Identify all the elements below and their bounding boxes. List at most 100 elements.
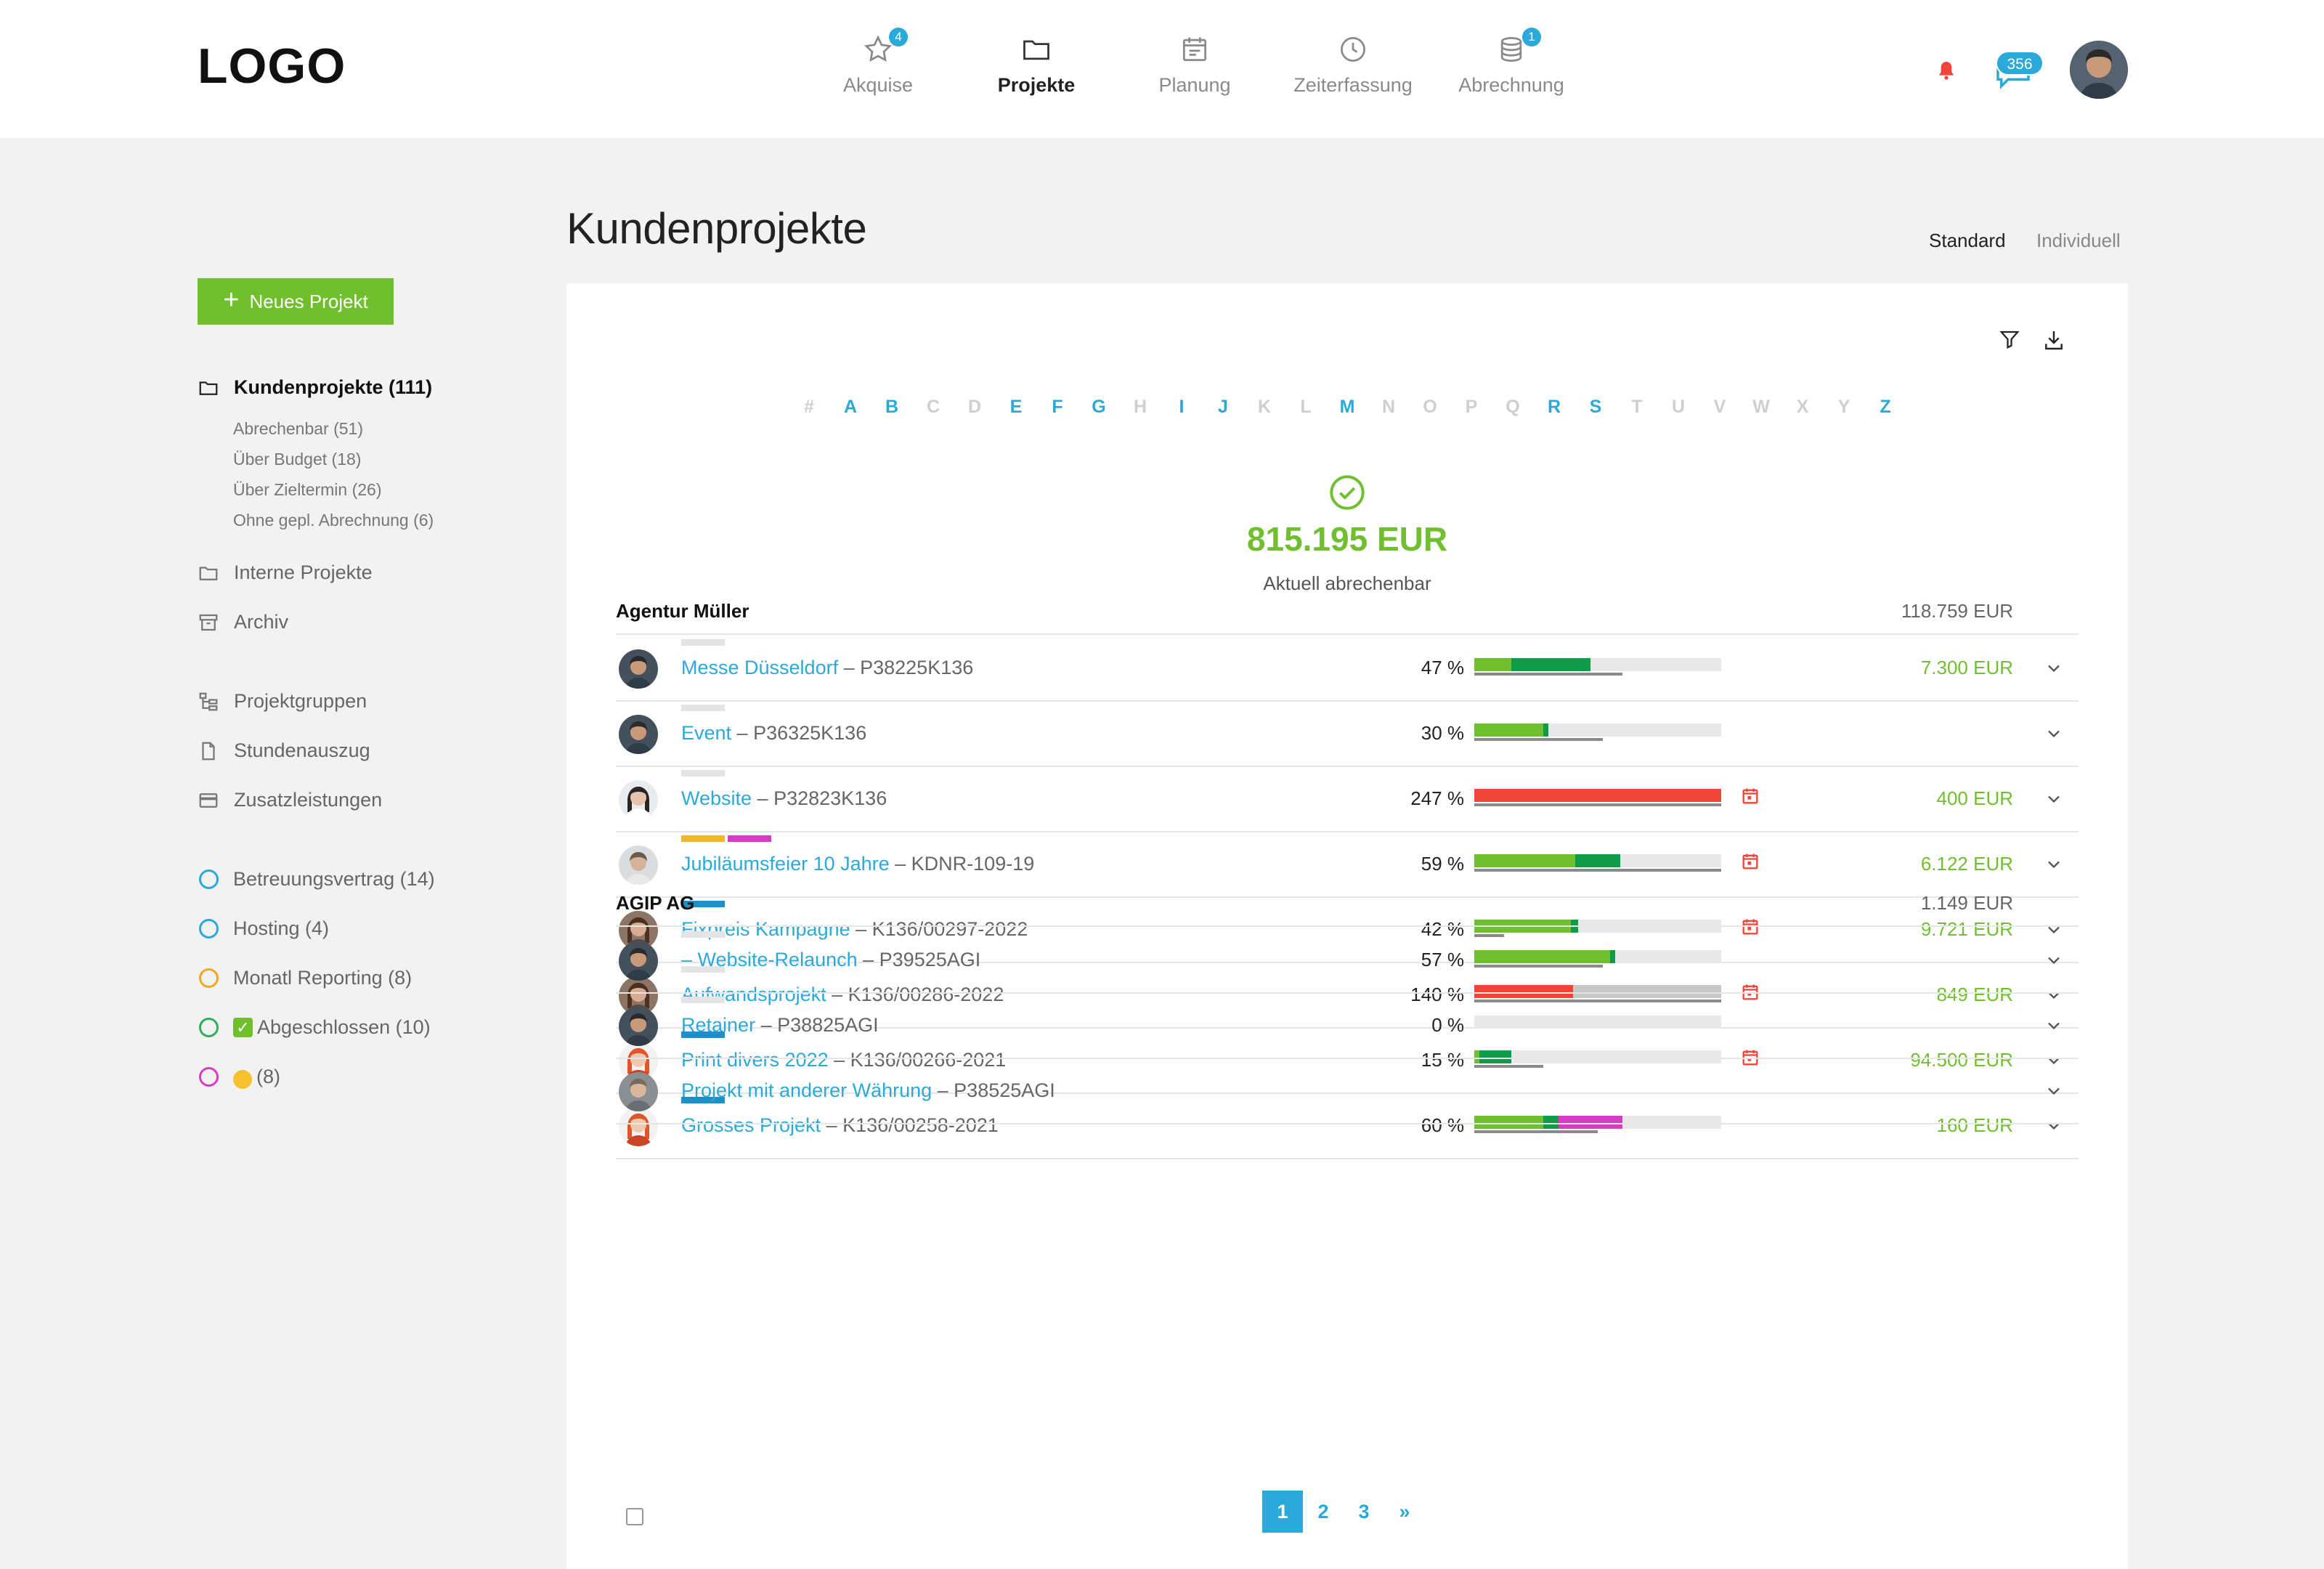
project-row[interactable]: Aufwandsprojekt – K136/00286-2022 140 % … (616, 963, 2079, 1029)
alphabet-letter[interactable]: B (885, 397, 899, 417)
download-icon[interactable] (2042, 328, 2065, 352)
alphabet-letter[interactable]: S (1589, 397, 1602, 417)
alphabet-letter[interactable]: E (1009, 397, 1023, 417)
new-project-button[interactable]: + Neues Projekt (198, 278, 394, 325)
project-label-tag (728, 835, 771, 842)
project-row[interactable]: Event – P36325K136 30 % (616, 702, 2079, 767)
bell-icon[interactable] (1935, 58, 1958, 83)
sidebar-sub-abrechenbar[interactable]: Abrechenbar (51) (233, 419, 363, 438)
project-link[interactable]: – Website-Relaunch (681, 949, 858, 970)
project-link[interactable]: Grosses Projekt (681, 1114, 821, 1136)
sidebar-sub-ohne-abrechnung[interactable]: Ohne gepl. Abrechnung (6) (233, 511, 434, 530)
folder-icon (1023, 40, 1049, 60)
page-button[interactable]: 3 (1358, 1501, 1370, 1523)
project-link[interactable]: Print divers 2022 (681, 1049, 829, 1071)
chevron-down-icon[interactable] (2044, 950, 2064, 970)
project-code: – P36325K136 (731, 722, 867, 744)
alphabet-letter[interactable]: J (1218, 397, 1228, 417)
project-row[interactable]: Website – P32823K136 247 % 400 EUR (616, 767, 2079, 832)
sidebar-label-monatl-reporting[interactable]: Monatl Reporting (8) (198, 967, 412, 989)
view-individuell-tab[interactable]: Individuell (2036, 230, 2121, 251)
project-label-tag (681, 770, 725, 777)
nav-item-zeiterfassung[interactable]: Zeiterfassung (1274, 28, 1432, 108)
project-link[interactable]: Event (681, 722, 732, 744)
user-avatar[interactable] (2070, 41, 2128, 99)
project-link[interactable]: Website (681, 787, 752, 809)
project-label-tag (681, 705, 725, 711)
page-button[interactable]: 2 (1317, 1501, 1329, 1523)
alphabet-letter: O (1423, 397, 1437, 417)
project-row[interactable]: Retainer – P38825AGI 0 % (616, 994, 2079, 1059)
alphabet-letter[interactable]: I (1179, 397, 1185, 417)
chevron-down-icon[interactable] (2044, 1081, 2064, 1101)
owner-avatar (619, 1007, 658, 1046)
chevron-down-icon[interactable] (2044, 789, 2064, 809)
chevron-down-icon[interactable] (2044, 920, 2064, 940)
view-standard-tab[interactable]: Standard (1929, 230, 2006, 251)
sidebar-label-hosting[interactable]: Hosting (4) (198, 917, 329, 940)
chevron-down-icon[interactable] (2044, 1015, 2064, 1036)
sidebar-item-zusatzleistungen[interactable]: Zusatzleistungen (198, 789, 382, 811)
chevron-down-icon[interactable] (2044, 854, 2064, 875)
nav-label: Akquise (842, 74, 914, 96)
project-row[interactable]: Jubiläumsfeier 10 Jahre – KDNR-109-19 59… (616, 832, 2079, 898)
project-label-tag (681, 997, 725, 1003)
nav-badge-abrechnung: 1 (1522, 28, 1541, 46)
nav-item-akquise[interactable]: 4 Akquise (799, 28, 957, 108)
project-row[interactable]: Print divers 2022 – K136/00266-2021 15 %… (616, 1029, 2079, 1094)
next-pages-icon[interactable]: » (1399, 1501, 1410, 1523)
sidebar-sub-ueber-zieltermin[interactable]: Über Zieltermin (26) (233, 480, 382, 499)
chevron-down-icon[interactable] (2044, 658, 2064, 678)
nav-label: Zeiterfassung (1293, 74, 1413, 96)
progress-segment (1558, 1116, 1622, 1129)
project-tags (681, 770, 725, 777)
progress-segment (1474, 985, 1573, 998)
filter-icon[interactable] (1999, 328, 2020, 350)
project-link[interactable]: Projekt mit anderer Währung (681, 1079, 933, 1101)
owner-avatar (619, 941, 658, 981)
project-code: – P32823K136 (752, 787, 887, 809)
project-row[interactable]: Messe Düsseldorf – P38225K136 47 % 7.300… (616, 636, 2079, 702)
progress-segment (1543, 1116, 1559, 1129)
sidebar-item-kundenprojekte[interactable]: Kundenprojekte (111) (198, 376, 432, 399)
nav-item-abrechnung[interactable]: 1 Abrechnung (1432, 28, 1590, 108)
folder-icon (199, 381, 218, 395)
chevron-down-icon[interactable] (2044, 985, 2064, 1005)
sidebar-item-projektgruppen[interactable]: Projektgruppen (198, 690, 367, 713)
sidebar-label-abgeschlossen[interactable]: ✓ Abgeschlossen (10) (198, 1016, 431, 1039)
sidebar-item-stundenauszug[interactable]: Stundenauszug (198, 739, 370, 762)
project-tags (681, 997, 725, 1003)
project-row[interactable]: Grosses Projekt – K136/00258-2021 60 % 1… (616, 1094, 2079, 1159)
project-link[interactable]: Jubiläumsfeier 10 Jahre (681, 853, 890, 875)
project-row[interactable]: Projekt mit anderer Währung – P38525AGI (616, 1059, 2079, 1124)
project-row[interactable]: – Website-Relaunch – P39525AGI 57 % (616, 928, 2079, 994)
sidebar-sub-ueber-budget[interactable]: Über Budget (18) (233, 450, 362, 469)
nav-label: Planung (1158, 74, 1231, 96)
sidebar-label-betreuungsvertrag[interactable]: Betreuungsvertrag (14) (198, 868, 435, 891)
chevron-down-icon[interactable] (2044, 723, 2064, 744)
budget-progress-bar (1474, 1050, 1721, 1063)
page-button[interactable]: 1 (1262, 1491, 1303, 1533)
alphabet-letter[interactable]: F (1052, 397, 1063, 417)
nav-item-projekte[interactable]: Projekte (957, 28, 1116, 108)
progress-segment (1543, 723, 1548, 737)
alphabet-letter[interactable]: Z (1880, 397, 1891, 417)
nav-item-planung[interactable]: Planung (1116, 28, 1274, 108)
chevron-down-icon[interactable] (2044, 1116, 2064, 1136)
project-link[interactable]: Retainer (681, 1014, 756, 1036)
select-all-checkbox[interactable] (626, 1508, 643, 1525)
project-label-tag (681, 966, 725, 973)
budget-percent: 60 % (1421, 1114, 1464, 1136)
alphabet-letter[interactable]: M (1339, 397, 1355, 417)
project-link[interactable]: Messe Düsseldorf (681, 657, 839, 678)
sidebar-item-interne-projekte[interactable]: Interne Projekte (198, 561, 373, 584)
sidebar-item-archiv[interactable]: Archiv (198, 611, 288, 633)
clock-icon (1341, 37, 1365, 62)
chevron-down-icon[interactable] (2044, 1050, 2064, 1071)
sidebar-label-emoji[interactable]: (8) (198, 1066, 280, 1089)
alphabet-letter[interactable]: R (1547, 397, 1561, 417)
app-logo[interactable]: LOGO (198, 38, 346, 94)
alphabet-letter[interactable]: A (843, 397, 858, 417)
alphabet-letter[interactable]: G (1092, 397, 1106, 417)
budget-progress-bar (1474, 985, 1721, 998)
